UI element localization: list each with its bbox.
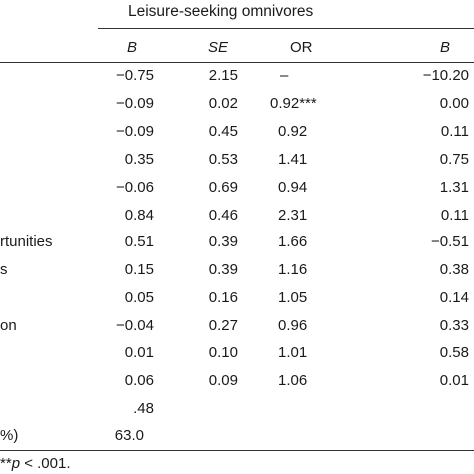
cell-or: 1.05 xyxy=(278,289,308,306)
column-header-rule xyxy=(0,62,474,63)
cell-b2: −0.51 xyxy=(431,233,469,250)
cell-b2: 0.01 xyxy=(439,372,469,389)
cell-se: 0.69 xyxy=(208,179,238,196)
row-label: rtunities xyxy=(0,233,53,250)
cell-b2: 0.75 xyxy=(439,151,469,168)
footnote: **p < .001. xyxy=(0,456,71,471)
cell-se: 2.15 xyxy=(208,67,238,84)
cell-b: 0.84 xyxy=(124,207,154,224)
cell-or: 0.96 xyxy=(278,317,308,334)
cell-b: 63.0 xyxy=(114,427,144,444)
col-header-or: OR xyxy=(290,39,313,56)
cell-se: 0.46 xyxy=(208,207,238,224)
cell-or: 1.01 xyxy=(278,344,308,361)
cell-b: .48 xyxy=(133,400,154,417)
cell-se: 0.09 xyxy=(208,372,238,389)
cell-or: 1.41 xyxy=(278,151,308,168)
row-label: %) xyxy=(0,427,19,444)
cell-b: 0.05 xyxy=(124,289,154,306)
cell-se: 0.16 xyxy=(208,289,238,306)
cell-b2: 0.38 xyxy=(439,261,469,278)
cell-b: −0.06 xyxy=(116,179,154,196)
cell-or: 0.94 xyxy=(278,179,308,196)
cell-b: −0.75 xyxy=(116,67,154,84)
cell-b: −0.04 xyxy=(116,317,154,334)
cell-se: 0.39 xyxy=(208,233,238,250)
cell-or: 1.06 xyxy=(278,372,308,389)
row-label: on xyxy=(0,317,17,334)
cell-b2: 0.00 xyxy=(439,95,469,112)
col-header-se: SE xyxy=(208,39,229,56)
cell-b: 0.51 xyxy=(124,233,154,250)
cell-se: 0.27 xyxy=(208,317,238,334)
cell-b: −0.09 xyxy=(116,123,154,140)
cell-or: 2.31 xyxy=(278,207,308,224)
cell-b2: 0.11 xyxy=(440,123,469,140)
group-header-rule xyxy=(98,28,474,29)
cell-or: 0.92*** xyxy=(270,95,317,112)
cell-b2: −10.20 xyxy=(422,67,469,84)
group-title-leisure-seeking-omnivores: Leisure-seeking omnivores xyxy=(128,3,314,20)
cell-se: 0.10 xyxy=(208,344,238,361)
cell-b: 0.15 xyxy=(124,261,154,278)
col-header-b-second: B xyxy=(440,39,451,56)
cell-or: 0.92 xyxy=(278,123,308,140)
cell-b: 0.06 xyxy=(124,372,154,389)
footnote-p: p xyxy=(11,455,21,472)
cell-b: 0.35 xyxy=(124,151,154,168)
footnote-stars: ** xyxy=(0,455,12,472)
cell-b2: 0.14 xyxy=(439,289,469,306)
row-label: s xyxy=(0,261,8,278)
cell-b2: 0.11 xyxy=(440,207,469,224)
cell-se: 0.45 xyxy=(208,123,238,140)
table-bottom-rule xyxy=(0,450,474,451)
cell-or: 1.16 xyxy=(278,261,308,278)
col-header-b: B xyxy=(127,39,138,56)
cell-se: 0.02 xyxy=(208,95,238,112)
cell-b2: 1.31 xyxy=(439,179,469,196)
cell-se: 0.53 xyxy=(208,151,238,168)
cell-b2: 0.58 xyxy=(439,344,469,361)
footnote-text: < .001. xyxy=(20,455,71,472)
cell-b: 0.01 xyxy=(124,344,154,361)
cell-b: −0.09 xyxy=(116,95,154,112)
cell-or: 1.66 xyxy=(278,233,308,250)
cell-se: 0.39 xyxy=(208,261,238,278)
cell-b2: 0.33 xyxy=(439,317,469,334)
cell-or: – xyxy=(280,67,289,84)
